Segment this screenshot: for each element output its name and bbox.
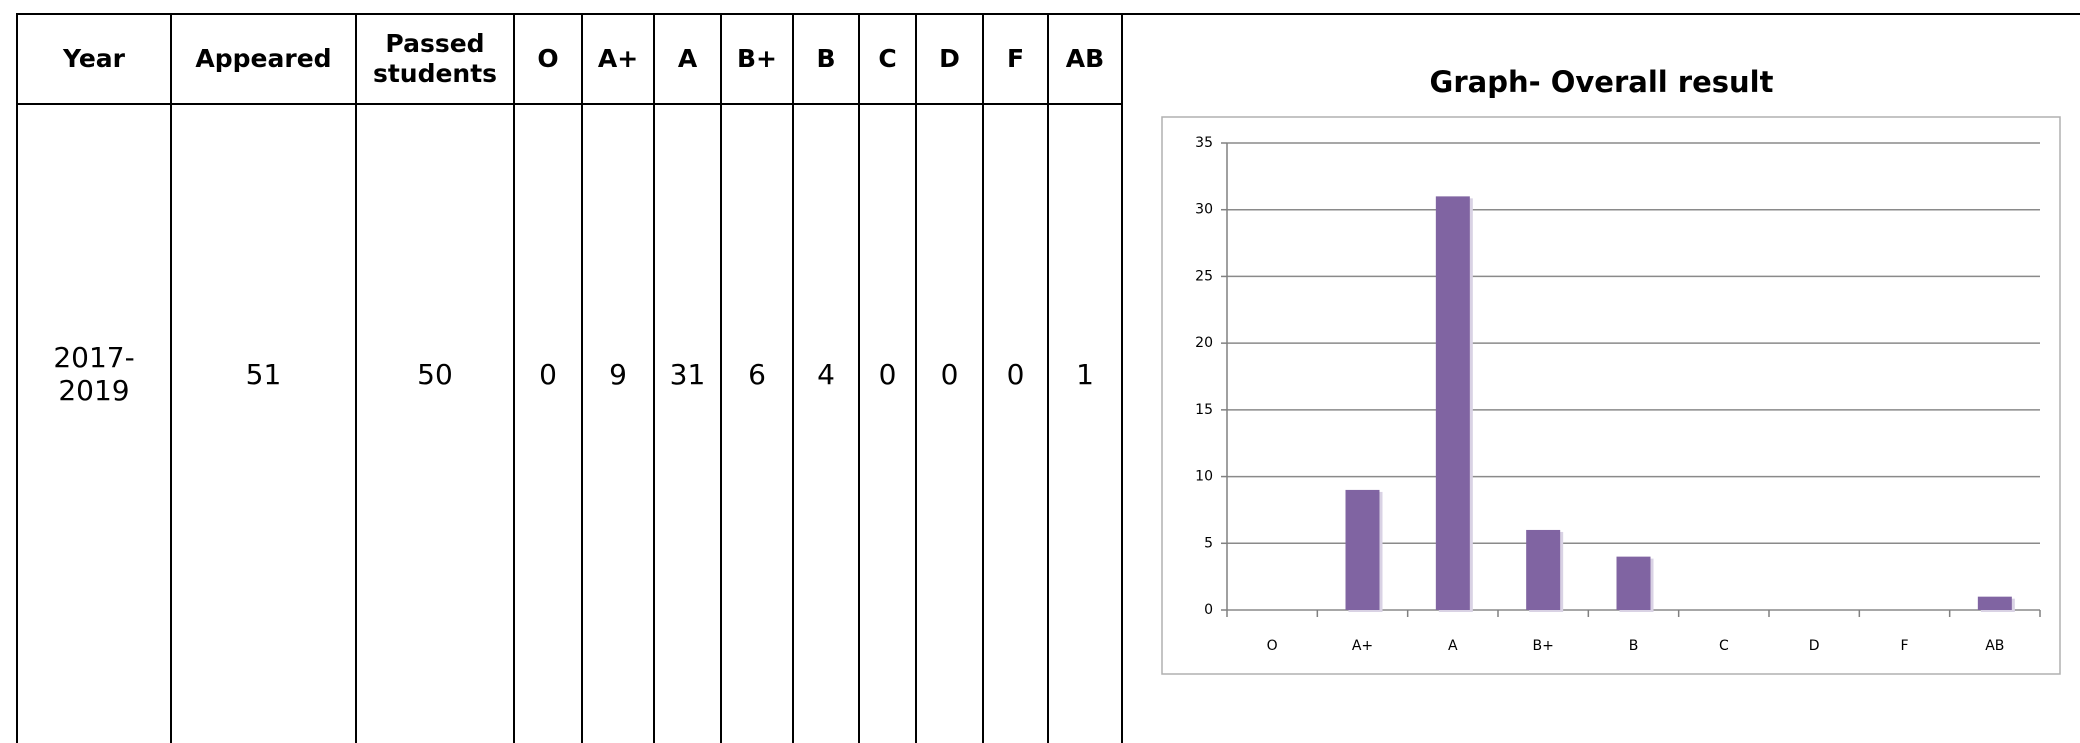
table-cell: 0	[1006, 357, 1025, 391]
table-cell: 0	[878, 357, 897, 391]
x-tick-label: F	[1900, 638, 1908, 654]
table-border	[581, 13, 583, 743]
table-cell: 9	[609, 357, 627, 391]
table-border	[170, 13, 172, 743]
x-tick-label: B	[1629, 638, 1639, 654]
table-border	[915, 13, 917, 743]
bar	[1977, 596, 2012, 610]
x-tick-label: A	[1448, 638, 1458, 654]
y-tick-label: 0	[1204, 602, 1213, 618]
table-cell: 1	[1076, 357, 1094, 391]
table-border	[16, 13, 18, 743]
table-cell: 50	[417, 357, 453, 391]
chart-title: Graph- Overall result	[1429, 65, 1774, 99]
x-tick-label: A+	[1352, 638, 1373, 654]
table-border	[858, 13, 860, 743]
column-header: F	[1006, 44, 1025, 73]
bar	[1345, 489, 1380, 610]
x-tick-label: D	[1809, 638, 1820, 654]
table-border	[653, 13, 655, 743]
table-cell: 2017-2019	[53, 341, 135, 407]
table-border	[513, 13, 515, 743]
table-cell: 0	[940, 357, 959, 391]
bar	[1616, 556, 1651, 610]
x-tick-label: C	[1719, 638, 1729, 654]
column-header: B	[816, 44, 836, 73]
table-cell: 0	[539, 357, 557, 391]
table-cell: 51	[245, 357, 282, 391]
table-border	[355, 13, 357, 743]
column-header: Appeared	[195, 44, 332, 73]
table-cell: 4	[817, 357, 835, 391]
table-border	[1121, 13, 1123, 743]
table-border	[16, 103, 1121, 105]
table-cell: 31	[669, 357, 706, 391]
column-header: O	[537, 44, 559, 73]
bar	[1435, 196, 1470, 610]
column-header: Year	[63, 44, 125, 73]
column-header: A+	[597, 44, 639, 73]
table-cell: 6	[748, 357, 766, 391]
table-border	[982, 13, 984, 743]
column-header: D	[939, 44, 960, 73]
bar	[1526, 529, 1561, 610]
column-header: Passed students	[372, 29, 498, 88]
y-tick-label: 30	[1195, 202, 1213, 218]
table-border	[720, 13, 722, 743]
column-header: A	[677, 44, 698, 73]
table-border	[1047, 13, 1049, 743]
x-tick-label: O	[1267, 638, 1278, 654]
column-header: AB	[1065, 44, 1105, 73]
y-tick-label: 15	[1195, 402, 1213, 418]
y-tick-label: 5	[1204, 535, 1213, 551]
y-tick-label: 10	[1195, 469, 1213, 485]
table-border	[792, 13, 794, 743]
chart-frame	[1161, 116, 2061, 675]
y-tick-label: 35	[1195, 135, 1213, 151]
column-header: C	[878, 44, 897, 73]
x-tick-label: AB	[1985, 638, 2004, 654]
column-header: B+	[736, 44, 777, 73]
x-tick-label: B+	[1532, 638, 1553, 654]
y-tick-label: 25	[1195, 268, 1213, 284]
y-tick-label: 20	[1195, 335, 1213, 351]
